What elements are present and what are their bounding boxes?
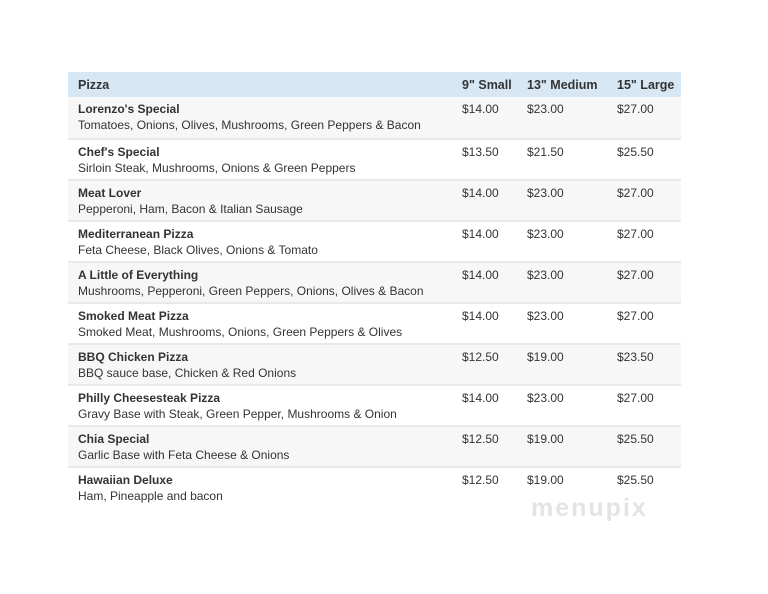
pizza-name: Smoked Meat Pizza	[78, 309, 189, 323]
price-large: $25.50	[617, 432, 654, 446]
pizza-description: Mushrooms, Pepperoni, Green Peppers, Oni…	[78, 284, 424, 298]
price-large: $27.00	[617, 309, 654, 323]
price-small: $14.00	[462, 309, 499, 323]
pizza-description: Garlic Base with Feta Cheese & Onions	[78, 448, 290, 462]
pizza-name: A Little of Everything	[78, 268, 199, 282]
price-medium: $19.00	[527, 473, 564, 487]
pizza-description: Sirloin Steak, Mushrooms, Onions & Green…	[78, 161, 356, 175]
pizza-description: Tomatoes, Onions, Olives, Mushrooms, Gre…	[78, 118, 421, 132]
price-large: $27.00	[617, 227, 654, 241]
price-small: $14.00	[462, 102, 499, 116]
price-large: $27.00	[617, 186, 654, 200]
table-row: Smoked Meat Pizza Smoked Meat, Mushrooms…	[68, 302, 681, 343]
menupix-watermark: menupix	[531, 494, 648, 522]
pizza-name: Mediterranean Pizza	[78, 227, 194, 241]
column-header-medium: 13" Medium	[527, 77, 598, 92]
pizza-cell: Mediterranean Pizza Feta Cheese, Black O…	[68, 227, 462, 258]
price-medium: $23.00	[527, 102, 564, 116]
price-medium: $19.00	[527, 350, 564, 364]
price-medium: $19.00	[527, 432, 564, 446]
pizza-cell: Smoked Meat Pizza Smoked Meat, Mushrooms…	[68, 309, 462, 340]
pizza-cell: Lorenzo's Special Tomatoes, Onions, Oliv…	[68, 102, 462, 133]
pizza-cell: Hawaiian Deluxe Ham, Pineapple and bacon	[68, 473, 462, 504]
pizza-name: Chia Special	[78, 432, 150, 446]
column-header-large: 15" Large	[617, 77, 675, 92]
pizza-cell: Chia Special Garlic Base with Feta Chees…	[68, 432, 462, 463]
price-small: $14.00	[462, 391, 499, 405]
pizza-name: Chef's Special	[78, 145, 160, 159]
pizza-name: Meat Lover	[78, 186, 142, 200]
pizza-description: Ham, Pineapple and bacon	[78, 489, 223, 503]
pizza-description: Feta Cheese, Black Olives, Onions & Toma…	[78, 243, 318, 257]
price-large: $27.00	[617, 102, 654, 116]
table-row: A Little of Everything Mushrooms, Pepper…	[68, 261, 681, 302]
table-header-row: Pizza 9" Small 13" Medium 15" Large	[68, 72, 681, 97]
price-small: $12.50	[462, 432, 499, 446]
pizza-cell: Philly Cheesesteak Pizza Gravy Base with…	[68, 391, 462, 422]
pizza-name: BBQ Chicken Pizza	[78, 350, 189, 364]
table-row: Chia Special Garlic Base with Feta Chees…	[68, 425, 681, 466]
price-medium: $23.00	[527, 391, 564, 405]
pizza-name: Philly Cheesesteak Pizza	[78, 391, 221, 405]
pizza-cell: Chef's Special Sirloin Steak, Mushrooms,…	[68, 145, 462, 176]
pizza-cell: A Little of Everything Mushrooms, Pepper…	[68, 268, 462, 299]
pizza-description: Gravy Base with Steak, Green Pepper, Mus…	[78, 407, 397, 421]
price-small: $14.00	[462, 268, 499, 282]
pizza-description: Smoked Meat, Mushrooms, Onions, Green Pe…	[78, 325, 403, 339]
price-medium: $23.00	[527, 227, 564, 241]
table-row: Meat Lover Pepperoni, Ham, Bacon & Itali…	[68, 179, 681, 220]
price-small: $14.00	[462, 186, 499, 200]
pizza-cell: Meat Lover Pepperoni, Ham, Bacon & Itali…	[68, 186, 462, 217]
price-medium: $23.00	[527, 268, 564, 282]
price-small: $12.50	[462, 473, 499, 487]
pizza-description: BBQ sauce base, Chicken & Red Onions	[78, 366, 297, 380]
price-small: $13.50	[462, 145, 499, 159]
price-large: $27.00	[617, 391, 654, 405]
pizza-name: Lorenzo's Special	[78, 102, 180, 116]
pizza-menu-table: Pizza 9" Small 13" Medium 15" Large Lore…	[68, 72, 681, 507]
price-large: $25.50	[617, 145, 654, 159]
price-medium: $23.00	[527, 186, 564, 200]
table-body: Lorenzo's Special Tomatoes, Onions, Oliv…	[68, 97, 681, 507]
pizza-description: Pepperoni, Ham, Bacon & Italian Sausage	[78, 202, 303, 216]
price-medium: $23.00	[527, 309, 564, 323]
table-row: Lorenzo's Special Tomatoes, Onions, Oliv…	[68, 97, 681, 138]
price-large: $25.50	[617, 473, 654, 487]
table-row: BBQ Chicken Pizza BBQ sauce base, Chicke…	[68, 343, 681, 384]
column-header-small: 9" Small	[462, 77, 512, 92]
price-large: $23.50	[617, 350, 654, 364]
table-row: Mediterranean Pizza Feta Cheese, Black O…	[68, 220, 681, 261]
price-small: $14.00	[462, 227, 499, 241]
price-medium: $21.50	[527, 145, 564, 159]
pizza-cell: BBQ Chicken Pizza BBQ sauce base, Chicke…	[68, 350, 462, 381]
column-header-pizza: Pizza	[78, 77, 110, 92]
price-large: $27.00	[617, 268, 654, 282]
pizza-name: Hawaiian Deluxe	[78, 473, 173, 487]
price-small: $12.50	[462, 350, 499, 364]
table-row: Chef's Special Sirloin Steak, Mushrooms,…	[68, 138, 681, 179]
table-row: Hawaiian Deluxe Ham, Pineapple and bacon…	[68, 466, 681, 507]
table-row: Philly Cheesesteak Pizza Gravy Base with…	[68, 384, 681, 425]
